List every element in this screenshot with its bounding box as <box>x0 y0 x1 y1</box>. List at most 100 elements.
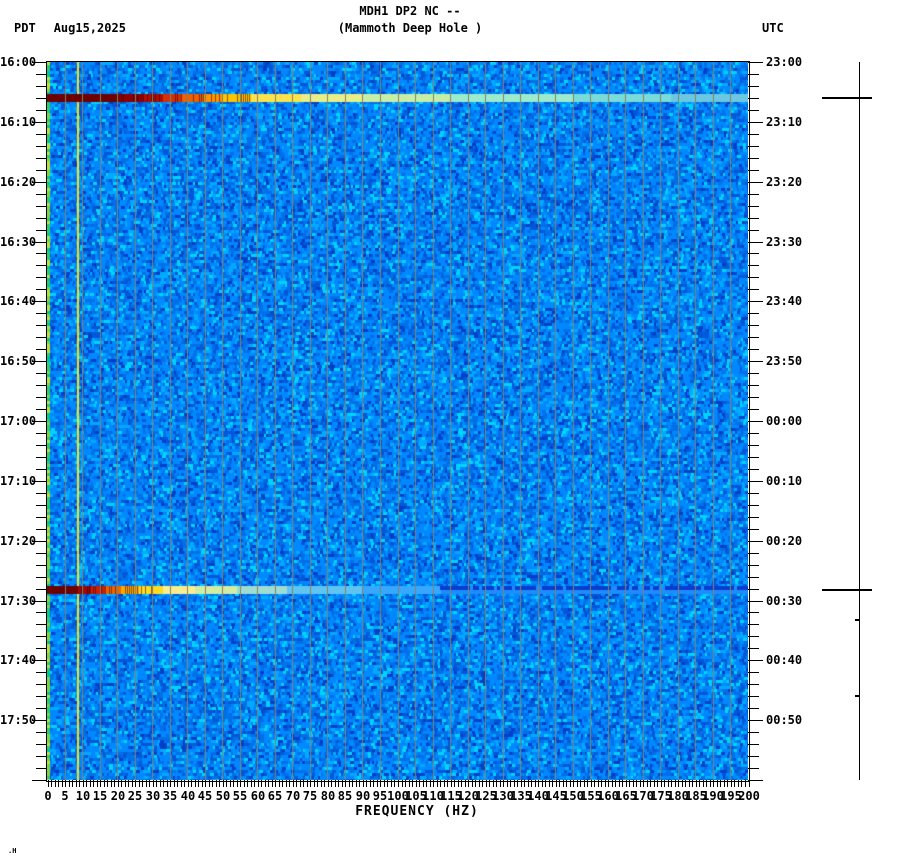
time-tick-right <box>748 541 763 542</box>
time-tick-right <box>748 433 759 434</box>
freq-tick <box>321 780 322 787</box>
freq-tick <box>205 780 206 787</box>
freq-tick <box>216 780 217 787</box>
freq-label: 160 <box>597 789 619 803</box>
freq-tick <box>55 780 56 787</box>
freq-label: 125 <box>475 789 497 803</box>
time-tick-left <box>36 74 47 75</box>
freq-tick <box>76 780 77 787</box>
freq-label: 170 <box>632 789 654 803</box>
freq-tick <box>293 780 294 787</box>
freq-tick <box>286 780 287 787</box>
freq-label: 150 <box>562 789 584 803</box>
time-tick-left <box>32 62 47 63</box>
freq-tick <box>741 780 742 787</box>
freq-tick <box>577 780 578 787</box>
time-tick-left <box>36 134 47 135</box>
time-tick-left <box>32 601 47 602</box>
time-tick-right <box>748 325 759 326</box>
freq-tick <box>244 780 245 787</box>
time-tick-left <box>32 780 47 781</box>
freq-label: 175 <box>650 789 672 803</box>
freq-tick <box>111 780 112 787</box>
freq-tick <box>366 780 367 787</box>
time-tick-right <box>748 684 759 685</box>
time-tick-right <box>748 110 759 111</box>
freq-tick <box>387 780 388 787</box>
freq-tick <box>384 780 385 787</box>
time-tick-right <box>748 182 763 183</box>
freq-tick <box>682 780 683 787</box>
freq-tick <box>331 780 332 787</box>
freq-tick <box>345 780 346 787</box>
time-label-pdt: 16:00 <box>0 55 37 69</box>
time-tick-left <box>36 86 47 87</box>
time-label-pdt: 17:50 <box>0 713 37 727</box>
freq-tick <box>69 780 70 787</box>
freq-tick <box>265 780 266 787</box>
freq-tick <box>549 780 550 787</box>
freq-tick <box>314 780 315 787</box>
time-tick-right <box>748 98 759 99</box>
freq-tick <box>524 780 525 787</box>
freq-label: 65 <box>267 789 283 803</box>
freq-tick <box>153 780 154 787</box>
time-tick-left <box>36 433 47 434</box>
freq-tick <box>496 780 497 787</box>
freq-tick <box>307 780 308 787</box>
time-tick-left <box>32 421 47 422</box>
time-tick-left <box>36 457 47 458</box>
freq-tick <box>717 780 718 787</box>
time-tick-right <box>748 289 759 290</box>
freq-tick <box>139 780 140 787</box>
freq-tick <box>258 780 259 787</box>
freq-tick <box>633 780 634 787</box>
freq-tick <box>121 780 122 787</box>
time-label-pdt: 16:50 <box>0 354 37 368</box>
freq-tick <box>72 780 73 787</box>
time-tick-right <box>748 756 759 757</box>
freq-tick <box>170 780 171 787</box>
freq-tick <box>517 780 518 787</box>
freq-tick <box>563 780 564 787</box>
freq-label: 15 <box>92 789 108 803</box>
time-label-utc: 23:50 <box>766 354 803 368</box>
freq-tick <box>240 780 241 787</box>
freq-tick <box>90 780 91 787</box>
freq-tick <box>317 780 318 787</box>
freq-tick <box>720 780 721 787</box>
freq-label: 115 <box>440 789 462 803</box>
time-tick-left <box>36 206 47 207</box>
freq-tick <box>685 780 686 787</box>
event-marker-minor <box>855 619 860 621</box>
freq-tick <box>692 780 693 787</box>
time-label-utc: 23:00 <box>766 55 803 69</box>
freq-tick <box>591 780 592 787</box>
time-tick-left <box>36 397 47 398</box>
date-label: Aug15,2025 <box>53 21 126 35</box>
time-tick-left <box>36 218 47 219</box>
time-tick-right <box>748 373 759 374</box>
time-tick-right <box>748 349 759 350</box>
freq-tick <box>261 780 262 787</box>
time-tick-left <box>32 182 47 183</box>
event-marker-minor <box>855 695 860 697</box>
freq-tick <box>661 780 662 787</box>
freq-label: 80 <box>320 789 336 803</box>
freq-tick <box>251 780 252 787</box>
time-tick-left <box>36 732 47 733</box>
time-tick-right <box>748 469 759 470</box>
freq-tick <box>640 780 641 787</box>
time-tick-left <box>36 517 47 518</box>
freq-tick <box>328 780 329 787</box>
freq-tick <box>699 780 700 787</box>
time-tick-right <box>748 672 759 673</box>
time-tick-right <box>748 648 759 649</box>
time-tick-left <box>32 541 47 542</box>
time-tick-left <box>36 385 47 386</box>
time-tick-right <box>748 780 763 781</box>
freq-tick <box>247 780 248 787</box>
freq-tick <box>289 780 290 787</box>
freq-tick <box>191 780 192 787</box>
time-tick-right <box>748 553 759 554</box>
